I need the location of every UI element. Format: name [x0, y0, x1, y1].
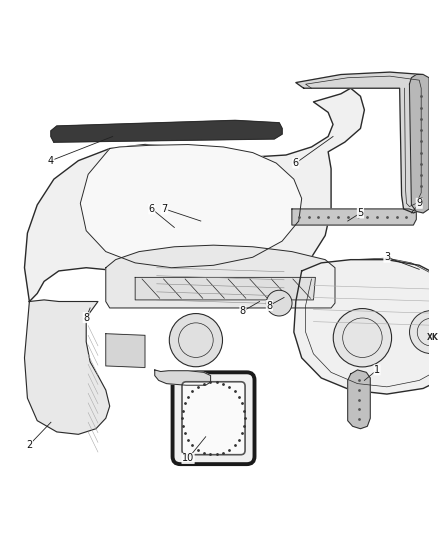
Text: 5: 5 — [357, 208, 364, 218]
Text: 1: 1 — [374, 365, 380, 375]
Text: XK: XK — [427, 333, 438, 342]
Polygon shape — [135, 277, 315, 300]
Polygon shape — [155, 370, 211, 385]
Polygon shape — [51, 120, 282, 142]
Text: 8: 8 — [266, 301, 272, 311]
FancyBboxPatch shape — [182, 382, 245, 455]
Circle shape — [170, 313, 223, 367]
Text: 7: 7 — [162, 204, 168, 214]
Text: 2: 2 — [26, 440, 32, 450]
Text: 6: 6 — [149, 204, 155, 214]
Polygon shape — [80, 144, 302, 268]
Polygon shape — [25, 300, 110, 434]
Text: 8: 8 — [83, 313, 89, 322]
Polygon shape — [25, 88, 364, 302]
Circle shape — [410, 311, 438, 353]
Text: 6: 6 — [293, 158, 299, 168]
Text: 4: 4 — [48, 156, 54, 166]
Polygon shape — [106, 334, 145, 368]
Polygon shape — [348, 370, 370, 429]
Polygon shape — [410, 75, 429, 213]
Polygon shape — [292, 209, 416, 225]
Polygon shape — [294, 260, 438, 394]
FancyBboxPatch shape — [173, 373, 254, 464]
Text: 10: 10 — [182, 454, 194, 464]
Circle shape — [333, 309, 392, 367]
Text: 3: 3 — [384, 252, 390, 262]
Text: 8: 8 — [240, 306, 246, 316]
Polygon shape — [106, 245, 335, 308]
Polygon shape — [296, 72, 429, 213]
Circle shape — [266, 290, 292, 316]
Text: 9: 9 — [416, 198, 422, 208]
